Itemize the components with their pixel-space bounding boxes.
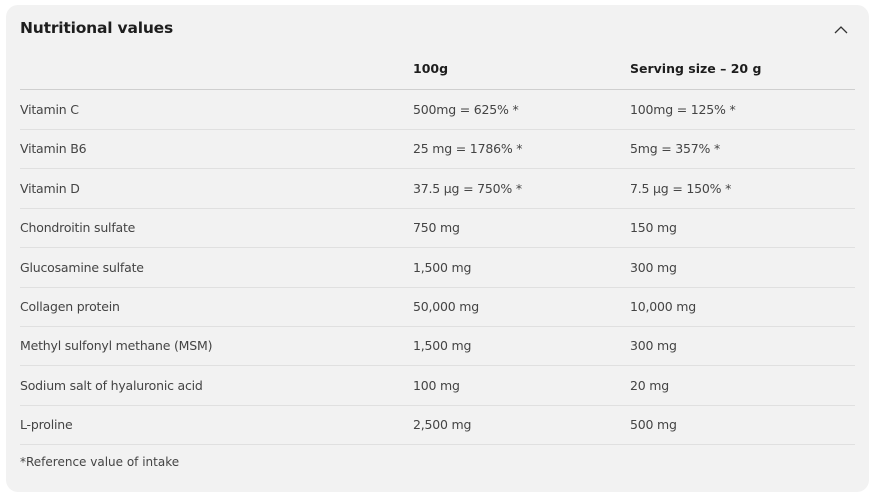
nutrient-name: Vitamin C	[20, 102, 79, 117]
table-header: 100g Serving size – 20 g	[20, 61, 855, 90]
nutrient-name: L-proline	[20, 417, 73, 433]
value-100g: 1,500 mg	[413, 338, 472, 354]
value-serving: 150 mg	[630, 220, 677, 236]
chevron-up-icon[interactable]	[834, 25, 848, 35]
nutrient-name: Sodium salt of hyaluronic acid	[20, 377, 203, 393]
nutrient-name: Vitamin B6	[20, 141, 87, 157]
value-100g: 2,500 mg	[413, 417, 472, 433]
value-100g: 50,000 mg	[413, 299, 480, 314]
nutrient-name: Vitamin D	[20, 180, 80, 196]
column-header-serving: Serving size – 20 g	[630, 61, 762, 76]
column-header-100g: 100g	[413, 61, 449, 76]
table-row: Vitamin D 37.5 µg = 750% * 7.5 µg = 150% *	[20, 169, 855, 209]
table-row: Vitamin C 500mg = 625% * 100mg = 125% *	[20, 90, 855, 130]
value-serving: 7.5 µg = 150% *	[630, 180, 732, 196]
nutrition-accordion: Nutritional values 100g Serving size – 2…	[6, 5, 869, 492]
value-serving: 10,000 mg	[630, 299, 697, 314]
nutrient-name: Methyl sulfonyl methane (MSM)	[20, 338, 213, 354]
nutrient-name: Collagen protein	[20, 299, 120, 314]
table-row: Methyl sulfonyl methane (MSM) 1,500 mg 300…	[20, 326, 855, 367]
nutrient-name: Glucosamine sulfate	[20, 259, 144, 275]
value-serving: 5mg = 357% *	[630, 141, 721, 157]
accordion-title[interactable]: Nutritional values	[20, 19, 173, 37]
value-100g: 750 mg	[413, 220, 460, 236]
footnote: *Reference value of intake	[20, 455, 180, 469]
table-row: Chondroitin sulfate 750 mg 150 mg	[20, 208, 855, 249]
value-100g: 37.5 µg = 750% *	[413, 180, 522, 196]
value-100g: 100 mg	[413, 377, 460, 393]
value-100g: 1,500 mg	[413, 259, 472, 275]
value-serving: 20 mg	[630, 377, 669, 393]
value-100g: 25 mg = 1786% *	[413, 141, 523, 157]
table-row: Vitamin B6 25 mg = 1786% * 5mg = 357% *	[20, 129, 855, 170]
nutrient-name: Chondroitin sulfate	[20, 220, 136, 236]
value-serving: 500 mg	[630, 417, 677, 433]
table-row: Collagen protein 50,000 mg 10,000 mg	[20, 287, 855, 327]
value-serving: 100mg = 125% *	[630, 102, 736, 117]
table-row: Sodium salt of hyaluronic acid 100 mg 20 m…	[20, 366, 855, 406]
value-serving: 300 mg	[630, 259, 677, 275]
table-row: L-proline 2,500 mg 500 mg	[20, 405, 855, 446]
value-serving: 300 mg	[630, 338, 677, 354]
value-100g: 500mg = 625% *	[413, 102, 519, 117]
table-row: Glucosamine sulfate 1,500 mg 300 mg	[20, 248, 855, 288]
